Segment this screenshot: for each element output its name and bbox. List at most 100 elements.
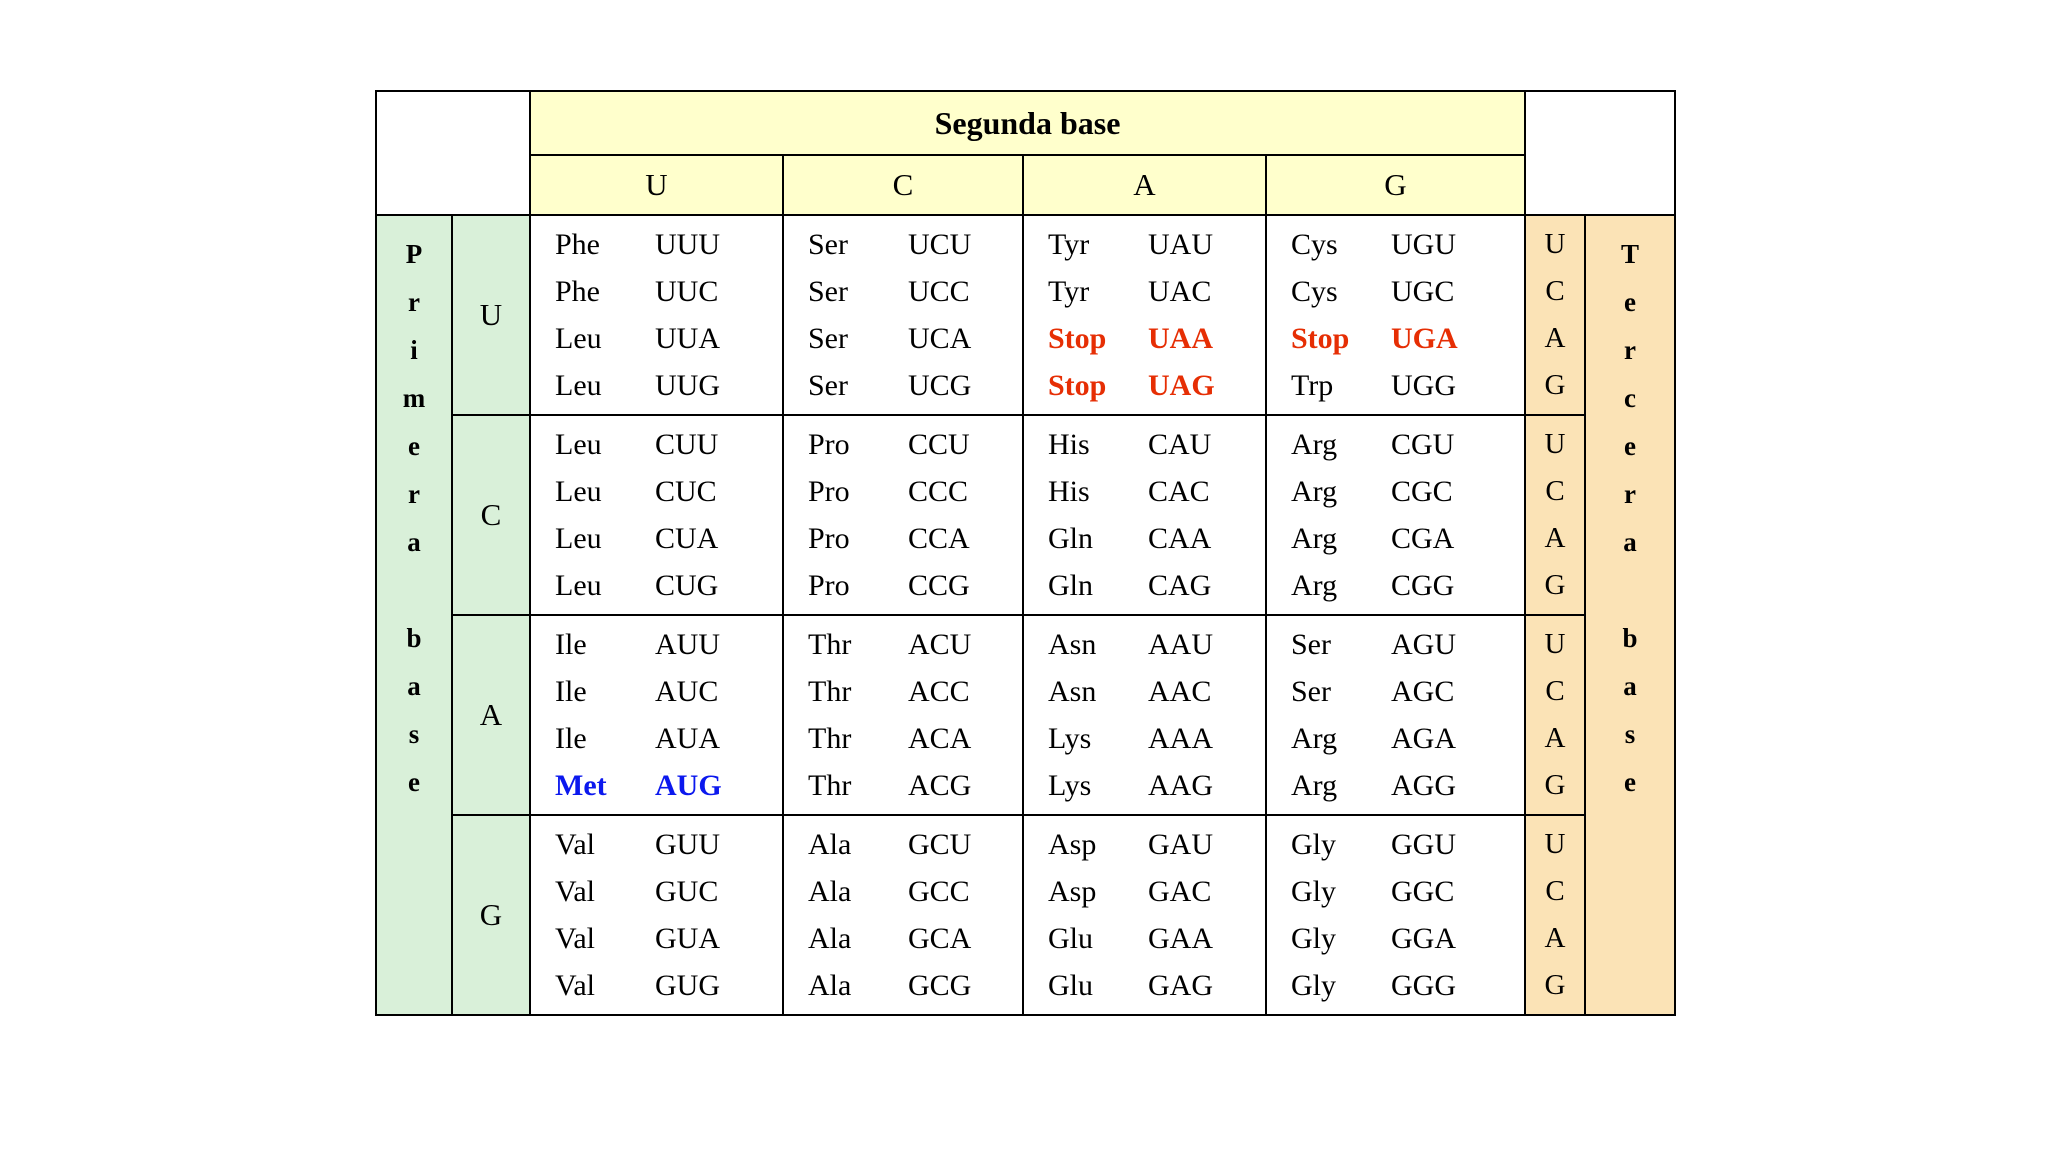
second-base-header-A: A [1022,154,1265,214]
amino-acid-label: Thr [808,674,852,708]
amino-acid-label: Gln [1048,568,1093,602]
codon-entry-UUG: Leu UUG [555,362,782,409]
third-base-letter-A: A [1544,522,1566,554]
amino-acid-label: Gly [1291,874,1336,908]
codon-entry-GCG: Ala GCG [808,962,1022,1009]
amino-acid-label: Arg [1291,768,1338,802]
codon-entry-GUC: Val GUC [555,868,782,915]
third-base-letter-G: G [1544,569,1566,601]
codon-entry-CAC: His CAC [1048,468,1265,515]
codon-label: AUU [655,627,720,661]
amino-acid-label: Arg [1291,568,1338,602]
vertical-letter: i [410,334,418,365]
vertical-letter: r [1624,334,1636,365]
codon-entry-CCC: Pro CCC [808,468,1022,515]
third-base-letter-U: U [1544,628,1566,660]
codon-label: AAC [1148,674,1212,708]
codon-entry-AUU: Ile AUU [555,621,782,668]
codon-label: UAA [1148,321,1213,355]
third-base-letter-C: C [1545,875,1565,907]
codon-entry-CAU: His CAU [1048,421,1265,468]
third-base-letter-C: C [1545,475,1565,507]
codon-entry-AGU: Ser AGU [1291,621,1524,668]
codon-label: AAU [1148,627,1213,661]
vertical-letter: e [1624,286,1636,317]
codon-label: UGA [1391,321,1458,355]
codon-label: CUA [655,521,719,555]
codon-entry-GUG: Val GUG [555,962,782,1009]
codon-entry-ACA: Thr ACA [808,715,1022,762]
codon-entry-AUC: Ile AUC [555,668,782,715]
amino-acid-label: Glu [1048,968,1093,1002]
codon-entry-GUA: Val GUA [555,915,782,962]
vertical-letter: r [408,286,420,317]
codon-label: UGC [1391,274,1455,308]
codon-label: AUG [655,768,722,802]
codon-entry-AGC: Ser AGC [1291,668,1524,715]
amino-acid-label: Leu [555,568,602,602]
amino-acid-label: Ser [808,227,848,261]
amino-acid-label: Phe [555,227,600,261]
codon-entry-ACU: Thr ACU [808,621,1022,668]
codon-label: UUU [655,227,720,261]
third-base-letter-U: U [1544,428,1566,460]
codon-label: UAU [1148,227,1213,261]
third-base-letter-G: G [1544,369,1566,401]
codon-entry-CUC: Leu CUC [555,468,782,515]
codon-label: GAA [1148,921,1213,955]
codon-label: AAG [1148,768,1213,802]
blank-cell-top-left [375,90,529,214]
amino-acid-label: Ala [808,921,852,955]
codon-label: CAC [1148,474,1210,508]
codon-label: GUC [655,874,719,908]
amino-acid-label: Leu [555,521,602,555]
codon-entry-CCA: Pro CCA [808,515,1022,562]
amino-acid-label: Gly [1291,827,1336,861]
vertical-letter: a [407,670,421,701]
codon-entry-CGA: Arg CGA [1291,515,1524,562]
codon-label: ACU [908,627,972,661]
codon-entry-GCA: Ala GCA [808,915,1022,962]
first-base-G: G [451,814,529,1014]
codon-label: ACA [908,721,972,755]
amino-acid-label: Ile [555,674,587,708]
codon-entry-UGC: Cys UGC [1291,268,1524,315]
codon-entry-GAC: Asp GAC [1048,868,1265,915]
codon-label: UUC [655,274,719,308]
codon-label: GCC [908,874,970,908]
codon-entry-CGC: Arg CGC [1291,468,1524,515]
codon-entry-GGA: Gly GGA [1291,915,1524,962]
codon-entry-CUG: Leu CUG [555,562,782,609]
amino-acid-label: Met [555,768,607,802]
codon-entry-GCU: Ala GCU [808,821,1022,868]
amino-acid-label: Gly [1291,968,1336,1002]
codon-label: UCG [908,368,972,402]
codon-entry-AAC: Asn AAC [1048,668,1265,715]
amino-acid-label: Ser [1291,674,1331,708]
amino-acid-label: Leu [555,321,602,355]
codon-label: CGC [1391,474,1453,508]
codon-entry-GAG: Glu GAG [1048,962,1265,1009]
codon-label: UAG [1148,368,1215,402]
codon-label: GCA [908,921,972,955]
codon-entry-AAG: Lys AAG [1048,762,1265,809]
codon-entry-AGG: Arg AGG [1291,762,1524,809]
codon-label: GUU [655,827,720,861]
amino-acid-label: Ala [808,874,852,908]
codon-label: AUA [655,721,720,755]
vertical-letter: a [407,526,421,557]
first-base-C: C [451,414,529,614]
amino-acid-label: Arg [1291,721,1338,755]
codon-entry-GGU: Gly GGU [1291,821,1524,868]
codon-label: CAU [1148,427,1212,461]
codon-entry-AAA: Lys AAA [1048,715,1265,762]
amino-acid-label: Ile [555,627,587,661]
amino-acid-label: Ser [808,321,848,355]
codon-cell-UG: Cys UGU Cys UGC Stop UGA Trp UGG [1265,214,1524,414]
amino-acid-label: Ala [808,827,852,861]
codon-label: UGG [1391,368,1456,402]
codon-cell-CA: His CAU His CAC Gln CAA Gln CAG [1022,414,1265,614]
